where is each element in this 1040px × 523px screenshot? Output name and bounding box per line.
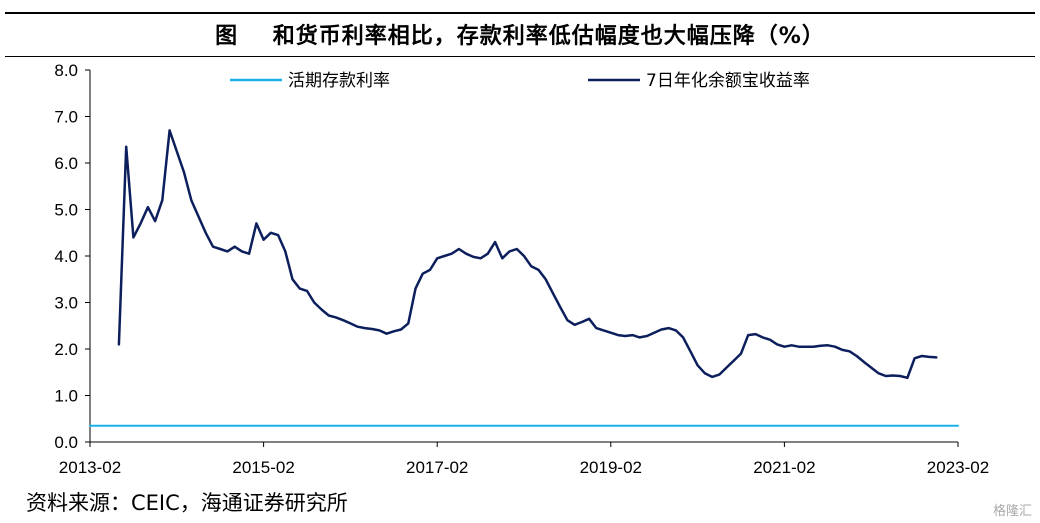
series-line-yuebao-yield <box>117 129 938 380</box>
y-tick-label: 0.0 <box>54 433 78 452</box>
watermark-logo: 格隆汇 <box>992 504 1032 519</box>
title-bar: 图 和货币利率相比，存款利率低估幅度也大幅压降（%） <box>5 12 1035 57</box>
y-tick-label: 4.0 <box>54 247 78 266</box>
legend-label: 活期存款利率 <box>288 71 390 91</box>
x-tick-label: 2019-02 <box>580 458 642 477</box>
source-note: 资料来源：CEIC，海通证券研究所 <box>26 491 348 515</box>
x-tick-label: 2023-02 <box>927 458 989 477</box>
y-tick-label: 6.0 <box>54 154 78 173</box>
x-tick-label: 2017-02 <box>406 458 468 477</box>
y-tick-label: 2.0 <box>54 340 78 359</box>
x-tick-label: 2013-02 <box>59 458 121 477</box>
y-tick-label: 7.0 <box>54 108 78 127</box>
x-tick-label: 2021-02 <box>753 458 815 477</box>
legend-label: 7日年化余额宝收益率 <box>646 71 810 91</box>
chart-title: 图 和货币利率相比，存款利率低估幅度也大幅压降（%） <box>215 24 825 49</box>
y-tick-label: 5.0 <box>54 201 78 220</box>
y-tick-label: 3.0 <box>54 294 78 313</box>
y-tick-label: 8.0 <box>54 61 78 80</box>
x-tick-label: 2015-02 <box>232 458 294 477</box>
y-tick-label: 1.0 <box>54 387 78 406</box>
